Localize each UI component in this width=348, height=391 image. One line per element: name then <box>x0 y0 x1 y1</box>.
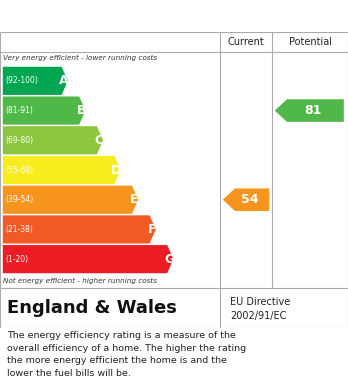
Text: EU Directive: EU Directive <box>230 297 291 307</box>
Text: G: G <box>164 253 174 265</box>
Polygon shape <box>3 215 156 244</box>
Polygon shape <box>3 67 68 95</box>
Text: (21-38): (21-38) <box>5 225 33 234</box>
Text: (81-91): (81-91) <box>5 106 33 115</box>
Text: (55-68): (55-68) <box>5 165 33 174</box>
Text: (1-20): (1-20) <box>5 255 28 264</box>
Text: C: C <box>94 134 103 147</box>
Text: (69-80): (69-80) <box>5 136 33 145</box>
Polygon shape <box>3 245 173 273</box>
Text: 81: 81 <box>304 104 322 117</box>
Text: Not energy efficient - higher running costs: Not energy efficient - higher running co… <box>3 278 158 284</box>
Polygon shape <box>3 186 138 214</box>
Text: E: E <box>130 193 139 206</box>
Text: F: F <box>148 223 156 236</box>
Text: 54: 54 <box>241 193 258 206</box>
Polygon shape <box>3 126 103 154</box>
Text: A: A <box>59 74 69 87</box>
Text: D: D <box>111 163 121 176</box>
Text: Current: Current <box>228 37 264 47</box>
Polygon shape <box>223 188 269 211</box>
Text: Potential: Potential <box>288 37 332 47</box>
Text: Very energy efficient - lower running costs: Very energy efficient - lower running co… <box>3 55 158 61</box>
Text: The energy efficiency rating is a measure of the
overall efficiency of a home. T: The energy efficiency rating is a measur… <box>7 331 246 378</box>
Polygon shape <box>275 99 344 122</box>
Text: Energy Efficiency Rating: Energy Efficiency Rating <box>9 9 211 23</box>
Text: 2002/91/EC: 2002/91/EC <box>230 311 287 321</box>
Polygon shape <box>3 156 121 184</box>
Text: B: B <box>77 104 86 117</box>
Text: (92-100): (92-100) <box>5 76 38 85</box>
Polygon shape <box>3 97 86 125</box>
Text: England & Wales: England & Wales <box>7 299 177 317</box>
Text: (39-54): (39-54) <box>5 195 33 204</box>
